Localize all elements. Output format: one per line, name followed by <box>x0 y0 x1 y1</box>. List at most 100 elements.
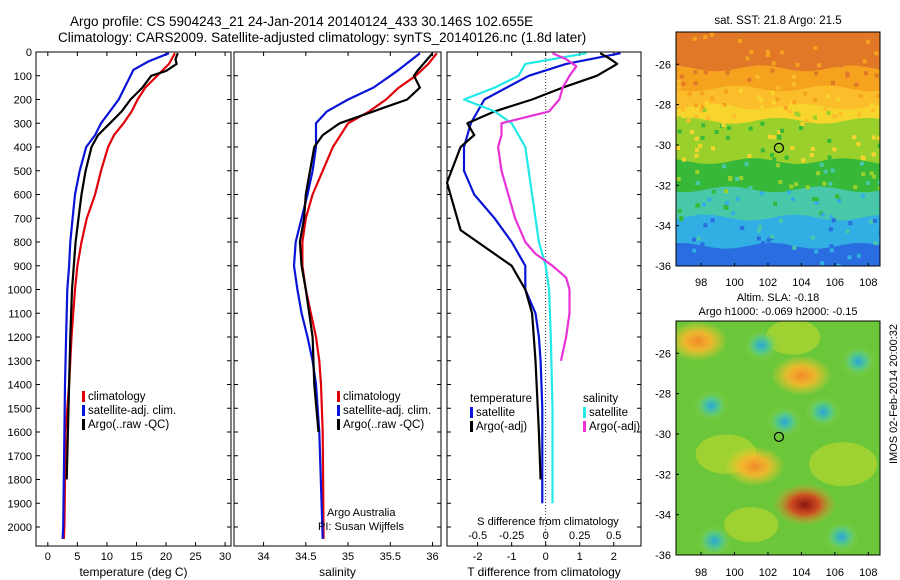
sst-pixel <box>686 118 691 123</box>
sla-feature-low <box>693 389 730 422</box>
difference-top-tick-label: 0 <box>543 530 549 542</box>
sst-pixel <box>858 93 863 98</box>
sst-pixel <box>874 51 879 56</box>
depth-tick-label: 1300 <box>8 356 32 368</box>
sst-pixel <box>681 157 686 162</box>
sst-pixel <box>877 180 880 185</box>
sst-pixel <box>677 116 682 121</box>
depth-tick-label: 2000 <box>8 522 32 534</box>
sst-pixel <box>813 46 818 50</box>
sst-pixel <box>701 123 706 128</box>
sst-pixel <box>876 93 880 98</box>
sst-pixel <box>869 103 874 107</box>
sst-pixel <box>696 203 700 208</box>
sst-pixel <box>738 38 742 43</box>
sst-pixel <box>766 238 771 243</box>
sst-pixel <box>783 105 788 110</box>
sst-pixel <box>857 112 862 117</box>
sst-pixel <box>677 209 682 213</box>
sla-frame <box>675 320 881 556</box>
sst-pixel <box>677 129 682 134</box>
sst-pixel <box>757 95 762 100</box>
sst-pixel <box>872 174 877 179</box>
header-line-1: Argo profile: CS 5904243_21 24-Jan-2014 … <box>70 14 534 29</box>
sst-pixel <box>758 224 763 229</box>
sst-pixel <box>836 264 841 266</box>
sst-pixel <box>801 158 806 163</box>
sst-pixel <box>789 184 794 189</box>
sst-pixel <box>812 256 817 261</box>
difference-legend-group: salinity <box>583 393 618 405</box>
sst-lat-tick-label: -36 <box>655 261 671 273</box>
difference-top-tick-label: 0.5 <box>606 530 621 542</box>
sla-lon-tick-label: 104 <box>792 567 810 579</box>
sst-lon-tick-label: 106 <box>826 277 844 289</box>
sst-pixel <box>693 81 698 86</box>
sst-pixel <box>725 201 729 206</box>
sst-pixel <box>877 136 880 141</box>
difference-xtick-label: -2 <box>473 551 483 563</box>
salinity-legend-label: satellite-adj. clim. <box>343 405 431 417</box>
sst-pixel <box>676 146 680 150</box>
sst-pixel <box>732 114 737 119</box>
sst-pixel <box>814 71 819 76</box>
sst-pixel <box>774 47 779 52</box>
sst-pixel <box>791 197 795 202</box>
sst-pixel <box>726 60 730 65</box>
difference-top-tick-label: 0.25 <box>569 530 590 542</box>
sst-pixel <box>701 59 706 64</box>
temperature-xtick-label: 0 <box>45 551 51 563</box>
sst-pixel <box>796 112 801 117</box>
sst-pixel <box>777 130 782 135</box>
sst-pixel <box>861 156 866 161</box>
sst-pixel <box>830 168 835 173</box>
sst-pixel <box>676 85 681 90</box>
sst-pixel <box>810 49 815 54</box>
sst-pixel <box>725 43 730 48</box>
sst-pixel <box>700 104 705 109</box>
sst-pixel <box>874 73 879 78</box>
salinity-series-climatology-line <box>301 52 438 539</box>
sst-pixel <box>778 180 783 184</box>
sst-pixel <box>829 248 834 253</box>
sst-pixel <box>847 255 852 260</box>
sst-pixel <box>829 244 834 249</box>
sla-lon-tick-label: 98 <box>695 567 707 579</box>
sst-pixel <box>706 116 711 121</box>
salinity-xtick-label: 35 <box>342 551 354 563</box>
sst-pixel <box>703 70 708 75</box>
sst-pixel <box>866 39 871 44</box>
sst-pixel <box>831 80 836 85</box>
sst-pixel <box>707 197 712 202</box>
salinity-series-satellite-line <box>292 52 421 539</box>
sst-pixel <box>769 234 774 239</box>
sla-feature-high <box>724 446 785 487</box>
sst-pixel <box>771 252 776 257</box>
sla-feature-low <box>766 405 803 438</box>
sst-pixel <box>770 68 775 73</box>
sst-pixel <box>760 121 765 126</box>
sst-pixel <box>679 74 684 79</box>
difference-top-tick-label: -0.5 <box>468 530 487 542</box>
sst-pixel <box>723 89 728 94</box>
sst-pixel <box>792 245 797 250</box>
depth-tick-label: 200 <box>14 95 32 107</box>
temperature-legend-label: Argo(..raw -QC) <box>88 419 169 431</box>
sla-subtitle: Argo h1000: -0.069 h2000: -0.15 <box>698 306 857 318</box>
sst-pixel <box>747 154 752 158</box>
sst-pixel <box>680 107 685 112</box>
sla-lat-tick-label: -32 <box>655 469 671 481</box>
difference-xtick-label: -1 <box>507 551 517 563</box>
difference-panel: -2 -1 0 1 2 T difference from climatology temp… <box>445 51 642 579</box>
sst-pixel <box>726 88 731 93</box>
sst-pixel <box>792 100 797 105</box>
sst-pixel <box>776 44 781 49</box>
sst-pixel <box>725 135 730 140</box>
sst-lat-tick-label: -28 <box>655 100 671 112</box>
sla-lon-tick-label: 100 <box>725 567 743 579</box>
difference-top-axis-label: S difference from climatology <box>477 516 619 528</box>
salinity-xtick-label: 34.5 <box>295 551 316 563</box>
sst-pixel <box>772 157 777 162</box>
depth-tick-label: 100 <box>14 71 32 83</box>
sst-pixel <box>739 88 743 93</box>
